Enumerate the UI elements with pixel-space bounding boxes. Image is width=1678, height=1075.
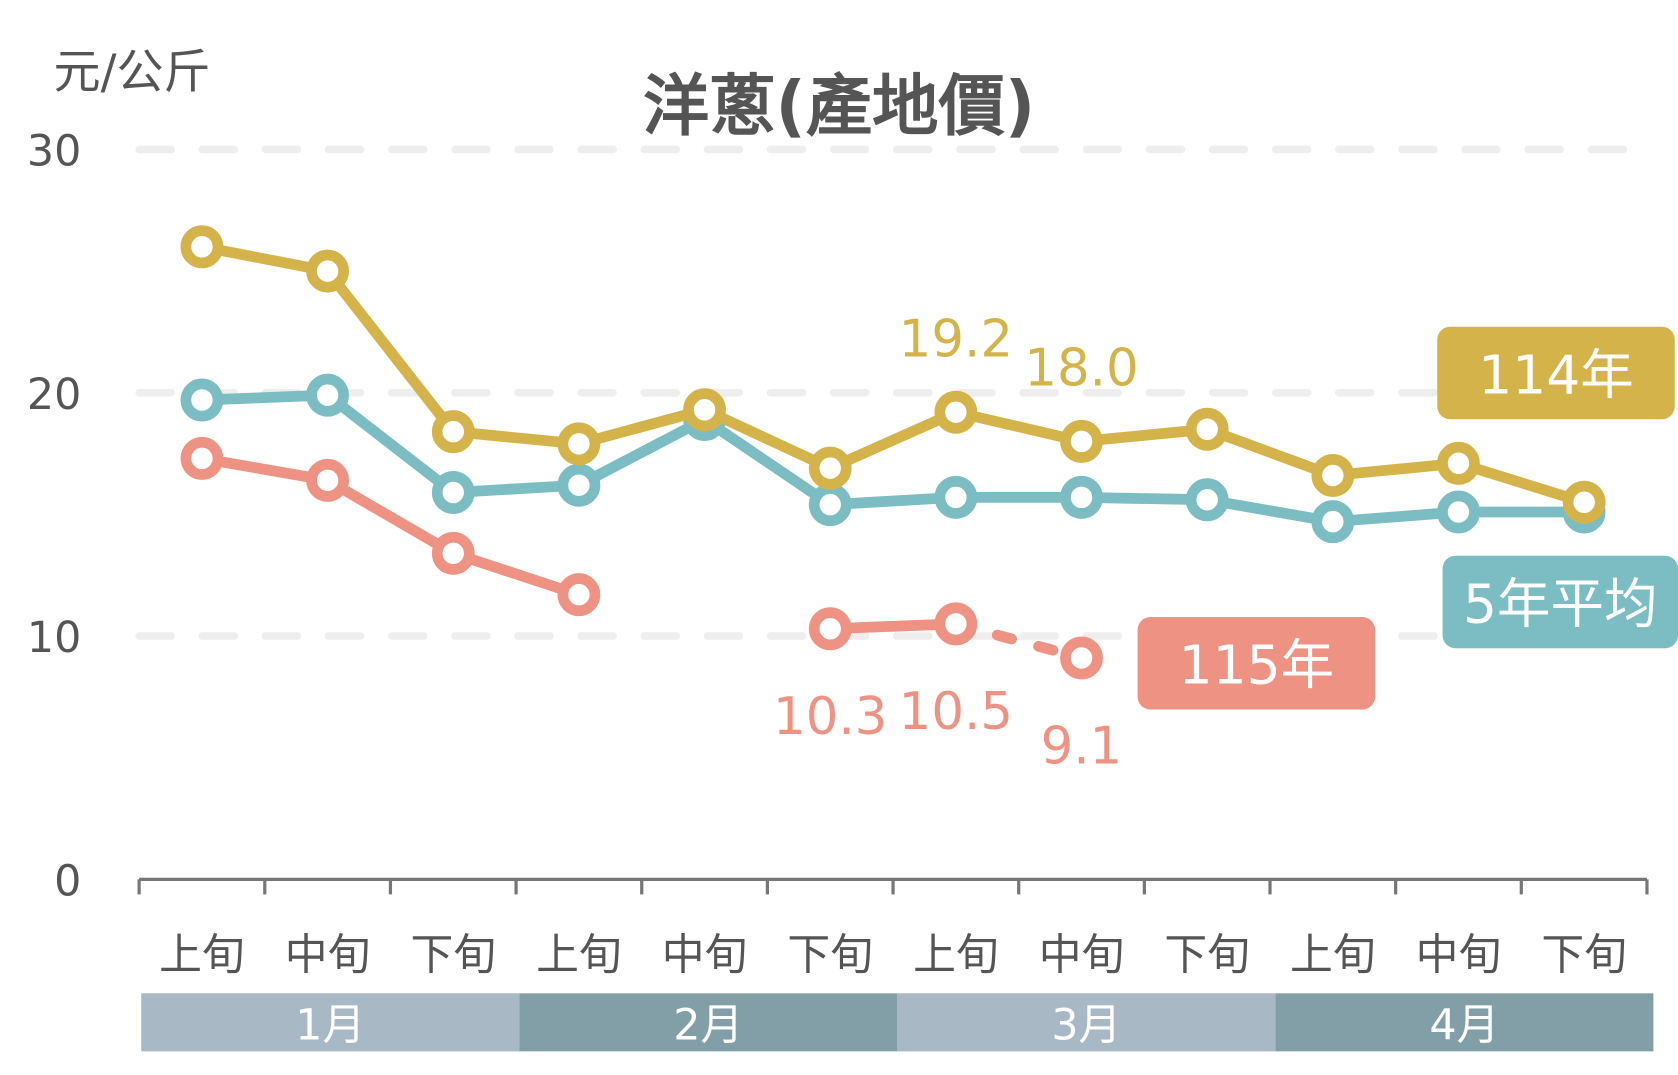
- series-line-segment: [699, 414, 836, 511]
- x-tick-label: 下旬: [1541, 931, 1627, 981]
- x-tick-label: 下旬: [787, 931, 873, 981]
- series-line-segment: [699, 404, 836, 474]
- data-point: [934, 390, 978, 434]
- x-tick-label: 下旬: [1164, 931, 1250, 981]
- data-point: [1060, 636, 1103, 680]
- legend-label: 114年: [1478, 343, 1634, 406]
- data-point: [934, 602, 978, 646]
- data-point: [808, 483, 852, 527]
- series-2: 10.3 10.5 9.1: [180, 436, 1123, 776]
- data-point: [431, 410, 475, 454]
- data-point: [1437, 441, 1480, 485]
- series-line-segment: [322, 474, 459, 559]
- data-point: [431, 470, 475, 514]
- data-point: [1185, 407, 1229, 451]
- series-line-segment: [322, 265, 459, 438]
- data-point: [180, 378, 224, 422]
- data-label: 18.0: [1024, 338, 1138, 398]
- y-tick-label: 0: [54, 856, 81, 906]
- legend-label: 115年: [1179, 634, 1335, 697]
- data-point: [557, 422, 601, 466]
- data-point: [934, 475, 978, 519]
- legend-badge: [1137, 617, 1376, 710]
- legend-label: 5年平均: [1463, 572, 1657, 635]
- series-line-segment: [824, 406, 962, 474]
- data-point: [180, 436, 224, 480]
- data-point: [1060, 475, 1103, 519]
- data-point: [1311, 453, 1355, 497]
- data-point: [808, 446, 852, 490]
- chart-title: 洋蔥(產地價): [643, 67, 1035, 145]
- x-tick-label: 中旬: [1416, 931, 1502, 981]
- month-band: [519, 993, 898, 1052]
- data-point: [557, 573, 601, 617]
- data-point: [808, 607, 852, 651]
- month-band: [1275, 993, 1654, 1052]
- data-point: [306, 458, 350, 502]
- y-tick-label: 20: [27, 370, 81, 420]
- month-label: 3月: [1051, 1000, 1121, 1050]
- series-line-segment: [573, 414, 710, 491]
- data-point: [431, 531, 475, 575]
- data-point: [1185, 478, 1229, 522]
- y-tick-label: 10: [27, 613, 81, 663]
- month-band: [897, 993, 1276, 1052]
- data-point: [1060, 419, 1103, 463]
- series-line-segment: [950, 406, 1087, 447]
- data-label: 9.1: [1041, 716, 1123, 776]
- x-tick-label: 中旬: [1039, 931, 1125, 981]
- data-point: [1311, 500, 1355, 544]
- x-tick-label: 上旬: [159, 931, 245, 981]
- data-label: 10.3: [773, 687, 887, 747]
- month-label: 4月: [1429, 1000, 1499, 1050]
- x-tick-label: 上旬: [913, 931, 999, 981]
- data-point: [557, 463, 601, 507]
- series-line-segment: [322, 389, 459, 498]
- series-line-segment: [1453, 457, 1590, 508]
- series-line-segment: [573, 404, 710, 450]
- series-1: [180, 373, 1606, 544]
- x-tick-label: 下旬: [410, 931, 496, 981]
- data-point: [180, 225, 224, 269]
- legend-badge: [1437, 326, 1675, 420]
- data-point: [1437, 490, 1480, 534]
- x-tick-label: 上旬: [536, 931, 622, 981]
- x-tick-label: 中旬: [285, 931, 371, 981]
- series-line-segment: [447, 547, 585, 601]
- data-label: 10.5: [899, 682, 1013, 742]
- data-point: [1562, 480, 1606, 524]
- x-tick-label: 中旬: [662, 931, 748, 981]
- legend-badge: [1442, 555, 1678, 649]
- month-label: 2月: [673, 1000, 743, 1050]
- y-tick-label: 30: [27, 126, 81, 176]
- month-band: [141, 993, 520, 1052]
- y-axis-unit: 元/公斤: [54, 45, 211, 100]
- data-point: [306, 249, 350, 293]
- data-point: [306, 373, 350, 417]
- data-point: [683, 388, 726, 432]
- month-label: 1月: [295, 1000, 365, 1050]
- series-0: 19.2 18.0: [180, 225, 1606, 524]
- series-line-segment: [1201, 423, 1339, 481]
- x-tick-label: 上旬: [1290, 931, 1376, 981]
- data-label: 19.2: [899, 309, 1013, 369]
